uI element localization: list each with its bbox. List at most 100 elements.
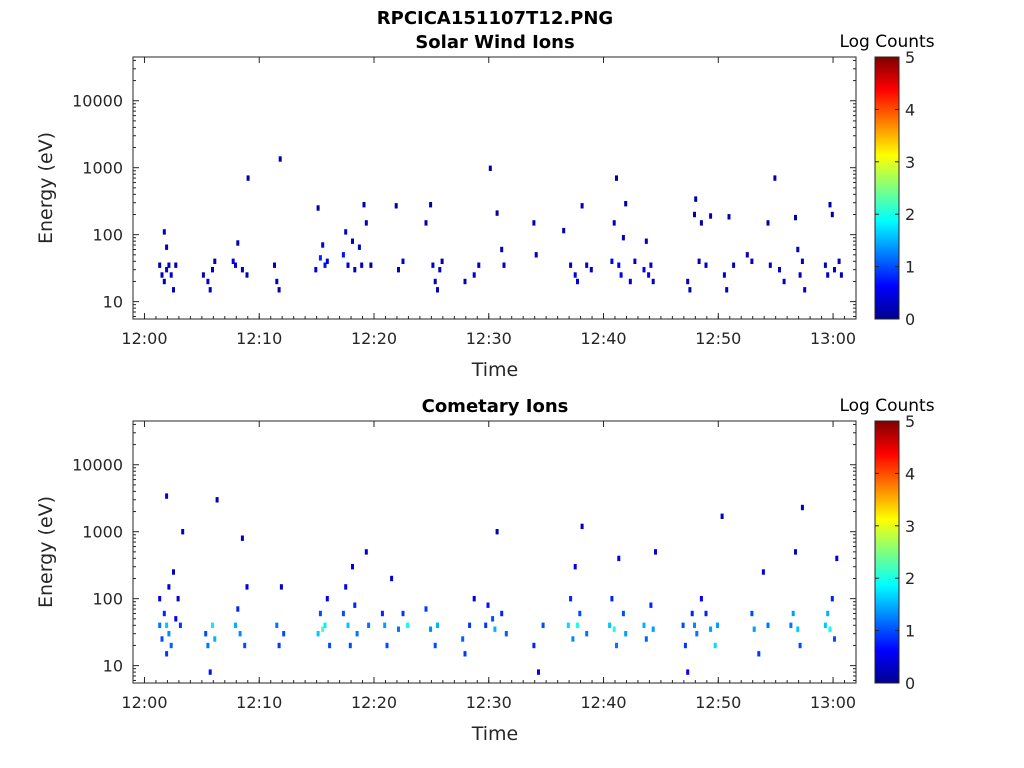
heatmap-cell (823, 262, 827, 268)
heatmap-cell (424, 220, 428, 226)
heatmap-cell (208, 287, 212, 293)
heatmap-cell (231, 258, 235, 264)
heatmap-cell (174, 262, 178, 268)
heatmap-cell (828, 626, 832, 632)
heatmap-cell (355, 631, 359, 637)
heatmap-cell (486, 602, 490, 608)
colorbar-tick-label: 4 (905, 464, 915, 483)
heatmap-cell (176, 596, 180, 602)
heatmap-cell (204, 631, 208, 637)
heatmap-cell (367, 622, 371, 628)
heatmap-cell (341, 610, 345, 617)
heatmap-cell (477, 262, 481, 268)
heatmap-cell (713, 642, 717, 649)
heatmap-cell (472, 596, 476, 602)
heatmap-cell (431, 262, 435, 268)
heatmap-cell (380, 610, 384, 617)
heatmap-cell (172, 569, 175, 575)
heatmap-cell (316, 205, 320, 211)
heatmap-cell (796, 246, 800, 253)
heatmap-cell (321, 626, 325, 632)
heatmap-cell (562, 227, 566, 234)
x-tick-label: 12:30 (466, 693, 512, 712)
heatmap-cell (681, 622, 685, 628)
heatmap-cell (364, 549, 368, 555)
heatmap-cell (826, 610, 830, 617)
heatmap-cell (619, 272, 623, 278)
heatmap-cell (206, 278, 210, 285)
heatmap-cell (704, 262, 708, 268)
heatmap-cell (566, 622, 570, 628)
x-ticks: 12:00 12:10 12:20 12:30 12:40 12:50 13:00 (121, 421, 857, 712)
heatmap-cell (472, 272, 476, 278)
heatmap-cell (213, 258, 217, 264)
heatmap-cell (750, 610, 754, 617)
heatmap-cell (725, 287, 729, 293)
heatmap-cell (642, 267, 646, 273)
heatmap-cell (318, 255, 322, 261)
x-tick-label: 12:50 (695, 693, 741, 712)
x-ticks: 12:00 12:10 12:20 12:30 12:40 12:50 13:00 (121, 57, 857, 348)
heatmap-cell (165, 622, 169, 628)
heatmap-cell (178, 622, 182, 628)
heatmap-cell (612, 626, 616, 632)
heatmap-cell (406, 622, 410, 628)
x-tick-label: 13:00 (810, 693, 856, 712)
heatmap-cell (585, 262, 589, 268)
y-tick-label: 1000 (82, 159, 123, 178)
heatmap-cell (433, 278, 437, 285)
heatmap-cell (277, 642, 281, 649)
heatmap-cell (839, 272, 843, 278)
heatmap-cell (346, 262, 350, 268)
heatmap-cell (318, 610, 322, 617)
heatmap-cell (688, 287, 692, 293)
colorbar-tick-label: 2 (905, 205, 915, 224)
heatmap-cell (364, 220, 368, 226)
heatmap-cell (826, 272, 830, 278)
heatmap-cell (532, 642, 536, 649)
heatmap-cell (314, 267, 318, 273)
heatmap-cell (491, 616, 495, 622)
x-tick-label: 12:40 (580, 329, 626, 348)
heatmap-cell (794, 549, 797, 555)
heatmap-cell (213, 636, 217, 642)
heatmap-cell (612, 220, 616, 226)
colorbar-tick-label: 0 (905, 674, 915, 693)
heatmap-cell (502, 262, 506, 268)
heatmap-cell (351, 238, 354, 244)
heatmap-cell (617, 555, 621, 562)
heatmap-cell (236, 606, 240, 612)
heatmap-cell (440, 258, 444, 264)
colorbar-tick-label: 1 (905, 258, 915, 277)
heatmap-cell (651, 278, 655, 285)
heatmap-cell (468, 622, 472, 628)
heatmap-cell (791, 610, 795, 617)
heatmap-cell (201, 272, 205, 278)
heatmap-cell (578, 610, 582, 617)
heatmap-cells (158, 493, 839, 675)
panel-title: Cometary Ions (422, 396, 569, 417)
heatmap-cell (234, 622, 237, 628)
heatmap-cell (617, 262, 621, 268)
heatmap-cell (610, 596, 614, 602)
heatmap-cell (167, 631, 171, 637)
heatmap-cell (500, 246, 504, 253)
panel-title: Solar Wind Ions (415, 32, 574, 53)
heatmap-cell (833, 636, 836, 642)
heatmap-cell (174, 616, 178, 622)
heatmap-cell (383, 622, 387, 628)
heatmap-cell (794, 214, 797, 221)
heatmap-cell (357, 244, 361, 250)
heatmap-cell (569, 262, 573, 268)
heatmap-cell (768, 262, 772, 268)
x-axis-label: Time (471, 723, 519, 745)
y-tick-label: 100 (92, 226, 123, 245)
heatmap-cell (534, 252, 538, 258)
heatmap-cell (401, 258, 405, 264)
heatmap-cell (621, 610, 625, 617)
heatmap-cell (580, 203, 584, 209)
heatmap-cell (752, 626, 756, 632)
panel-cometary: Cometary Ions 12:00 12:10 12:20 12:30 12:40 1… (35, 396, 935, 745)
heatmap-cell (433, 642, 437, 649)
heatmap-cell (573, 564, 577, 570)
